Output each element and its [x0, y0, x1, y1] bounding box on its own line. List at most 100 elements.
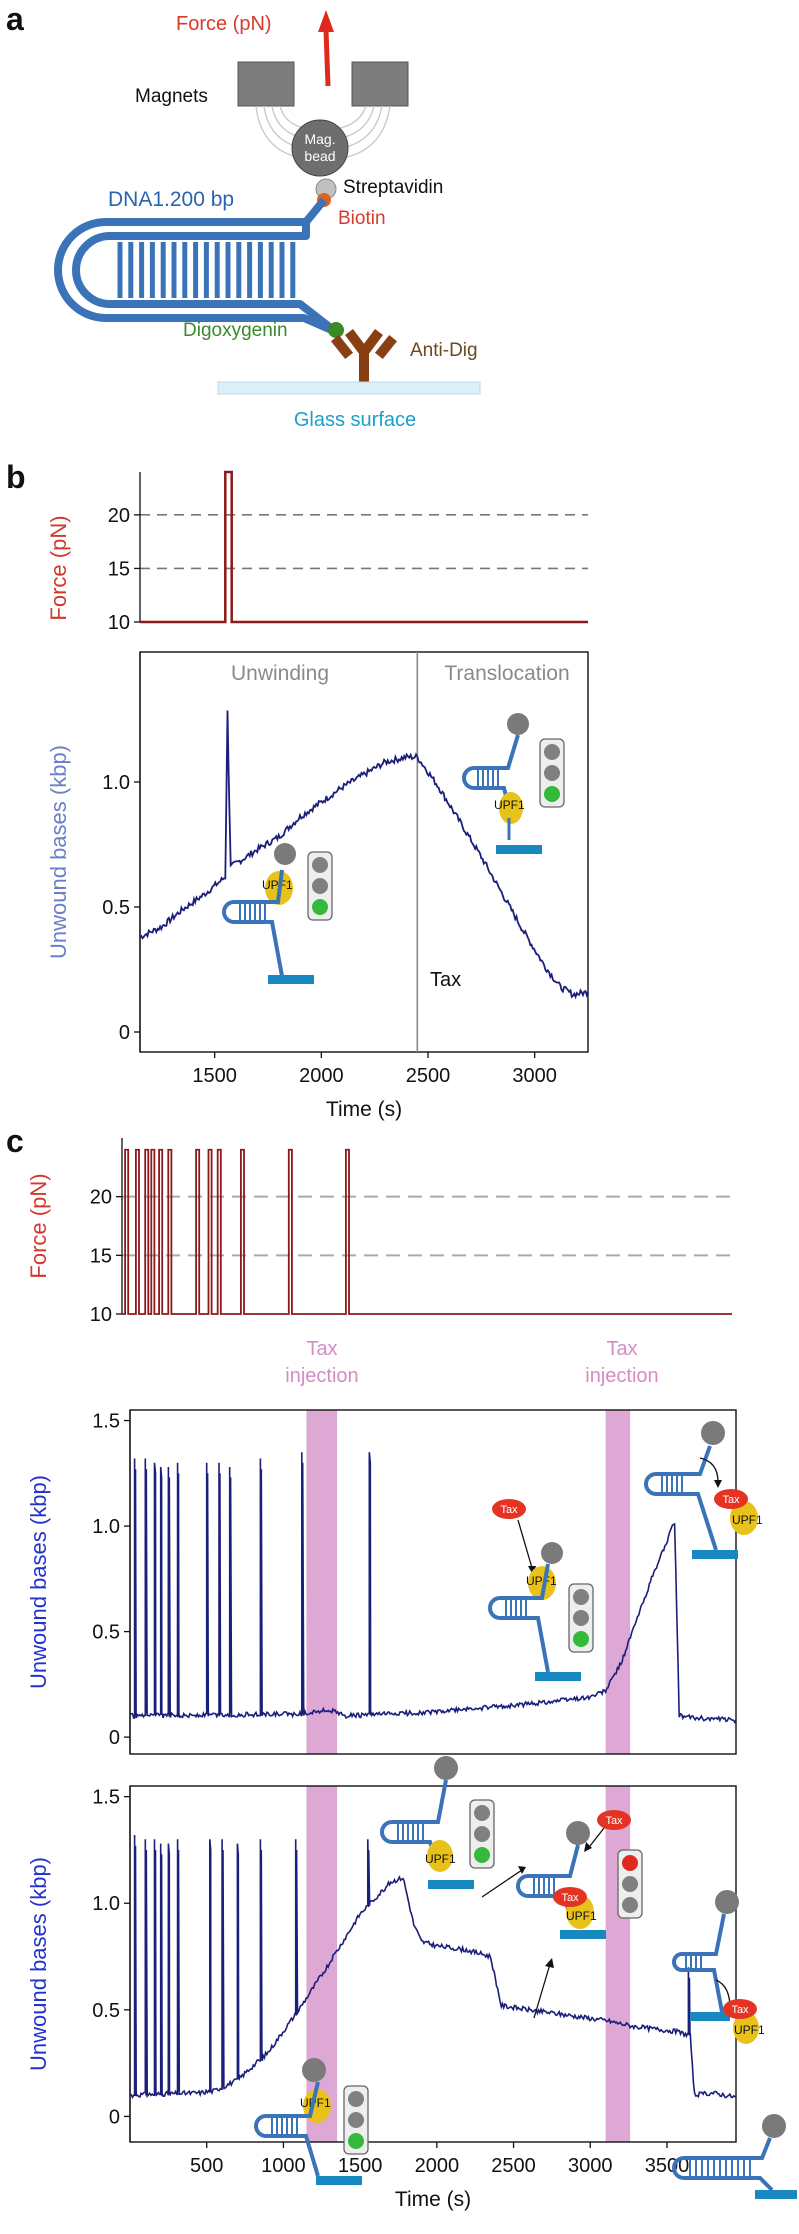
y-tick-label: 1.5	[92, 1787, 120, 1809]
dna-label: DNA1.200 bp	[108, 188, 234, 211]
bead-icon	[715, 1890, 739, 1914]
panel-a: a Force (pN) Magnets Mag. bead Streptavi…	[6, 1, 481, 431]
x-axis-label: Time (s)	[326, 1098, 402, 1121]
x-tick-label: 500	[190, 2155, 223, 2177]
y-tick-label: 1.0	[102, 772, 130, 794]
bead-icon	[541, 1542, 563, 1564]
streptavidin-label: Streptavidin	[343, 177, 443, 198]
y-axis-label: Unwound bases (kbp)	[26, 1857, 51, 2071]
cartoon-b-unwinding: UPF1	[222, 843, 333, 984]
force-label: Force (pN)	[176, 13, 272, 35]
dna-icon	[462, 734, 520, 813]
y-tick-label: 10	[90, 1304, 112, 1326]
y-tick-label: 0	[109, 1727, 120, 1749]
traffic-light-green	[539, 738, 565, 808]
x-tick-label: 1500	[338, 2155, 383, 2177]
cartoon-c-bottom-released: Tax UPF1	[672, 1890, 765, 2044]
y-axis-label: Force (pN)	[46, 515, 71, 620]
glass-label: Glass surface	[294, 409, 416, 431]
y-tick-label: 20	[90, 1187, 112, 1209]
y-tick-label: 15	[90, 1245, 112, 1267]
x-tick-label: 3000	[512, 1065, 557, 1087]
surface-icon	[268, 975, 314, 984]
upf1-label-c6: UPF1	[734, 2023, 765, 2037]
magnet-right	[351, 61, 409, 107]
cartoon-c-top-tax-approach: Tax UPF1	[488, 1499, 594, 1681]
tax-injection-1-line1: Tax	[306, 1338, 337, 1360]
tax-bubble-2: Tax	[722, 1494, 740, 1506]
upf1-protein	[427, 1840, 453, 1872]
tax-bubble-3: Tax	[605, 1815, 623, 1827]
force-arrow	[323, 29, 331, 87]
injection-band	[306, 1786, 338, 2142]
tax-protein	[492, 1499, 526, 1519]
unwound-trace	[139, 710, 589, 1000]
injection-band	[605, 1410, 631, 1754]
y-tick-label: 1.5	[92, 1411, 120, 1433]
tax-protein	[597, 1810, 631, 1830]
upf1-label-c5: UPF1	[566, 1909, 597, 1923]
cartoon-c-bottom-final	[672, 2114, 797, 2199]
y-tick-label: 0	[119, 1022, 130, 1044]
tax-bubble-1: Tax	[500, 1504, 518, 1516]
x-tick-label: 2000	[415, 2155, 460, 2177]
y-tick-label: 15	[108, 558, 130, 580]
upf1-label-c2: UPF1	[732, 1513, 763, 1527]
tax-protein	[714, 1489, 748, 1509]
tax-injection-2-line2: injection	[585, 1365, 658, 1387]
tax-injection-1-line2: injection	[285, 1365, 358, 1387]
bead-icon	[701, 1421, 725, 1445]
dna-hairpin	[54, 197, 339, 336]
bead-icon	[566, 1821, 590, 1845]
unwound-trace	[129, 1452, 737, 1724]
tax-injection-2-line1: Tax	[606, 1338, 637, 1360]
chart-c-top: 0 0.5 1.0 1.5 Unwound bases (kbp)	[26, 1409, 737, 1755]
y-tick-label: 0.5	[92, 2000, 120, 2022]
traffic-light-green	[568, 1583, 594, 1653]
magnets-label: Magnets	[135, 86, 208, 107]
bead-icon	[302, 2058, 326, 2082]
panel-c-letter: c	[6, 1123, 24, 1159]
chart-b-force: 10 15 20 Force (pN)	[46, 470, 588, 634]
bead-icon	[434, 1756, 458, 1780]
translocation-label: Translocation	[444, 662, 569, 685]
x-tick-label: 1500	[192, 1065, 237, 1087]
upf1-protein	[733, 2012, 759, 2044]
dna-icon	[222, 869, 284, 977]
cartoon-c-bottom-stalled: UPF1	[254, 2058, 369, 2185]
force-arrowhead	[318, 10, 334, 32]
panel-c: c 10 15 20 Force (pN) Tax injection Tax inj…	[6, 1123, 797, 2211]
y-tick-label: 1.0	[92, 1893, 120, 1915]
y-axis-label: Force (pN)	[26, 1173, 51, 1278]
y-tick-label: 0.5	[102, 897, 130, 919]
y-tick-label: 1.0	[92, 1516, 120, 1538]
tax-bubble-5: Tax	[731, 2004, 749, 2016]
anti-dig-antibody	[330, 329, 398, 387]
biotin-label: Biotin	[338, 208, 386, 229]
dna-rungs-icon	[239, 904, 266, 920]
y-tick-label: 0.5	[92, 1622, 120, 1644]
traffic-light-green	[469, 1799, 495, 1869]
bead-icon	[507, 713, 529, 735]
bead-label-1: Mag.	[304, 131, 335, 147]
upf1-label-c3: UPF1	[425, 1852, 456, 1866]
tax-bubble-4: Tax	[561, 1892, 579, 1904]
bead-label-2: bead	[304, 148, 335, 164]
upf1-label-c4: UPF1	[300, 2096, 331, 2110]
force-trace	[122, 1148, 732, 1315]
tax-label: Tax	[430, 969, 461, 991]
injection-band	[306, 1410, 338, 1754]
upf1-protein	[499, 792, 523, 824]
cartoon-c-top-bound: UPF1 Tax	[644, 1421, 763, 1559]
panel-a-letter: a	[6, 1, 24, 37]
panel-b-letter: b	[6, 459, 26, 495]
x-axis-label: Time (s)	[395, 2188, 471, 2211]
unwound-trace	[129, 1834, 737, 2099]
traffic-light-green	[343, 2085, 369, 2155]
chart-c-force: 10 15 20 Force (pN)	[26, 1138, 732, 1326]
magnetic-bead	[291, 119, 349, 177]
cartoon-b-translocation: UPF1	[462, 713, 565, 854]
